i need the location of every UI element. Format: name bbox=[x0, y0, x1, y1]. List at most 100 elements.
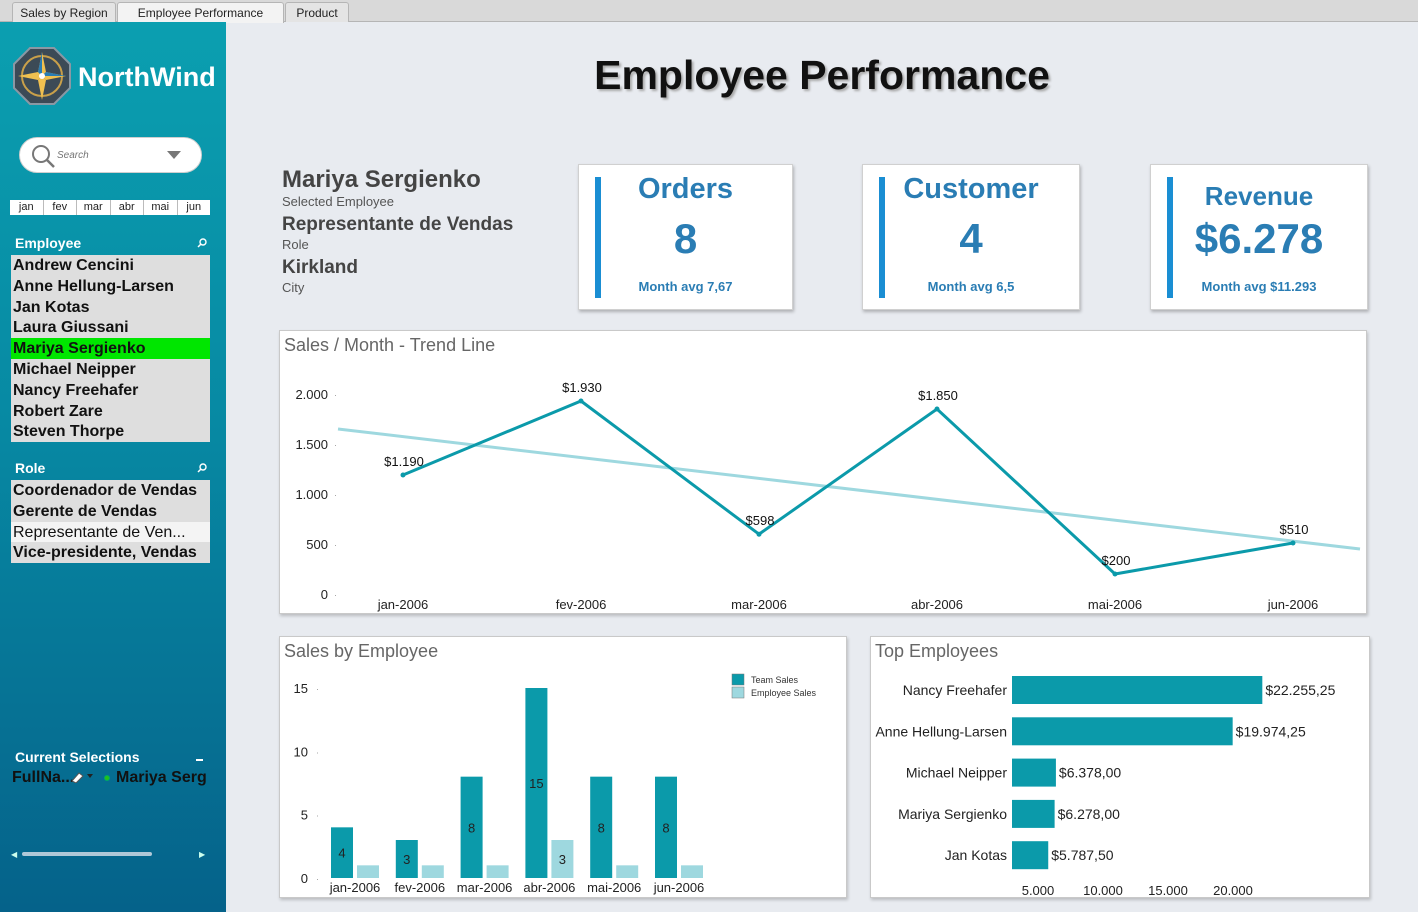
search-icon bbox=[32, 145, 55, 168]
kpi-label: Customer bbox=[903, 173, 1039, 205]
role-list-item-selected[interactable]: Representante de Ven... bbox=[11, 521, 210, 543]
employee-name-caption: Selected Employee bbox=[282, 194, 395, 209]
x-tick-label: fev-2006 bbox=[556, 597, 607, 612]
search-input[interactable] bbox=[57, 147, 157, 163]
employee-bar bbox=[1012, 758, 1056, 787]
kpi-label: Revenue bbox=[1204, 181, 1314, 211]
month-item[interactable]: jan bbox=[18, 201, 34, 213]
kpi-accent-bar bbox=[595, 177, 601, 298]
employee-sales-bar bbox=[616, 865, 639, 878]
trend-chart-title: Sales / Month - Trend Line bbox=[284, 335, 496, 355]
month-item[interactable]: mai bbox=[143, 200, 177, 215]
data-point bbox=[1112, 571, 1118, 577]
compass-logo-icon bbox=[13, 47, 71, 105]
x-tick-label: mar-2006 bbox=[457, 880, 513, 895]
employee-bar bbox=[1012, 717, 1233, 746]
kpi-accent-bar bbox=[1167, 177, 1173, 298]
legend-label: Employee Sales bbox=[751, 688, 817, 698]
x-tick-label: jan-2006 bbox=[377, 597, 429, 612]
tab-sales-by-region[interactable]: Sales by Region bbox=[12, 2, 116, 22]
bar-value-label: 3 bbox=[403, 852, 410, 867]
page-title: Employee Performance bbox=[594, 52, 1050, 98]
kpi-accent-bar bbox=[879, 177, 885, 298]
minimize-icon[interactable] bbox=[196, 759, 203, 761]
bar-value-label: 8 bbox=[468, 820, 475, 835]
employee-list-item[interactable]: Jan Kotas bbox=[13, 298, 90, 316]
y-tick-label: 0 bbox=[301, 871, 308, 886]
scroll-right-icon[interactable]: ▶ bbox=[199, 850, 206, 859]
scroll-left-icon[interactable]: ◀ bbox=[11, 850, 18, 859]
month-item[interactable]: mar bbox=[76, 200, 110, 215]
y-tick-mark: · bbox=[316, 811, 319, 821]
tab-employee-performance[interactable]: Employee Performance bbox=[117, 2, 284, 23]
data-point bbox=[400, 472, 406, 478]
employee-list-item[interactable]: Anne Hellung-Larsen bbox=[13, 277, 174, 295]
kpi-value: $6.278 bbox=[1194, 215, 1324, 262]
employee-name-label: Mariya Sergienko bbox=[898, 806, 1007, 822]
role-list-item[interactable]: Vice-presidente, Vendas bbox=[13, 544, 197, 562]
tab-product[interactable]: Product bbox=[285, 2, 349, 22]
legend-label: Team Sales bbox=[751, 675, 799, 685]
kpi-revenue-card: Revenue $6.278 Month avg $11.293 bbox=[1150, 164, 1368, 310]
employee-list-item[interactable]: Andrew Cencini bbox=[13, 257, 134, 274]
kpi-average: Month avg 7,67 bbox=[638, 279, 733, 294]
data-label: $1.190 bbox=[384, 454, 424, 469]
employee-name-label: Jan Kotas bbox=[945, 847, 1007, 863]
bar-value-label: 3 bbox=[559, 852, 566, 867]
bar-value-label: 4 bbox=[338, 846, 345, 861]
bar-value-label: $6.278,00 bbox=[1058, 806, 1120, 822]
employee-list-item[interactable]: Robert Zare bbox=[13, 402, 103, 420]
employee-role-caption: Role bbox=[282, 237, 309, 252]
employee-list-item-selected[interactable]: Mariya Sergienko bbox=[11, 338, 210, 359]
employee-sales-bar bbox=[357, 865, 379, 878]
team-sales-bar bbox=[590, 776, 613, 878]
bar-value-label: $19.974,25 bbox=[1236, 723, 1306, 739]
employee-name: Mariya Sergienko bbox=[282, 166, 481, 193]
month-item[interactable]: abr bbox=[109, 200, 144, 215]
x-tick-label: mai-2006 bbox=[1088, 597, 1142, 612]
employee-list-item[interactable]: Steven Thorpe bbox=[13, 423, 125, 441]
data-point bbox=[756, 531, 762, 537]
y-tick-label: 5 bbox=[301, 808, 308, 823]
x-tick-label: jan-2006 bbox=[329, 880, 381, 895]
employee-name-label: Anne Hellung-Larsen bbox=[875, 723, 1007, 739]
y-tick-label: 15 bbox=[294, 681, 308, 696]
team-sales-bar bbox=[395, 840, 418, 878]
x-tick-label: jun-2006 bbox=[1267, 597, 1319, 612]
y-tick-label: 10 bbox=[294, 744, 308, 759]
trend-line bbox=[337, 427, 1361, 551]
search-box[interactable] bbox=[19, 137, 202, 173]
employee-bar bbox=[1012, 676, 1263, 704]
data-point bbox=[1290, 540, 1296, 546]
bar-value-label: 8 bbox=[598, 820, 605, 835]
y-tick-label: 1.500 bbox=[295, 437, 328, 452]
data-label: $510 bbox=[1280, 522, 1309, 537]
y-tick-mark: · bbox=[316, 874, 319, 884]
sales-by-employee-title: Sales by Employee bbox=[284, 641, 439, 661]
month-filter: jan fev mar abr mai jun bbox=[10, 200, 210, 215]
employee-list-item[interactable]: Nancy Freehafer bbox=[13, 381, 139, 399]
role-list-item[interactable]: Gerente de Vendas bbox=[13, 502, 158, 520]
y-tick-mark: · bbox=[334, 540, 337, 550]
employee-list-item[interactable]: Michael Neipper bbox=[13, 360, 136, 378]
chevron-down-icon[interactable] bbox=[167, 151, 181, 159]
search-icon[interactable] bbox=[197, 238, 207, 248]
employee-city: Kirkland bbox=[282, 257, 359, 278]
bar-value-label: $22.255,25 bbox=[1265, 682, 1335, 698]
horizontal-scrollbar[interactable] bbox=[22, 852, 152, 856]
trend-chart-panel: Sales / Month - Trend Line 0 · 500 · 1.000 · 1… bbox=[279, 330, 1367, 614]
kpi-label: Orders bbox=[637, 173, 734, 205]
employee-section-title: Employee bbox=[15, 235, 82, 251]
data-label: $200 bbox=[1102, 553, 1131, 568]
y-tick-label: 0 bbox=[321, 587, 328, 602]
month-item[interactable]: fev bbox=[42, 200, 77, 215]
employee-bar bbox=[1012, 841, 1049, 870]
month-item[interactable]: jun bbox=[176, 200, 211, 215]
x-tick-label: abr-2006 bbox=[911, 597, 963, 612]
x-tick-label: 20.000 bbox=[1213, 883, 1253, 897]
eraser-icon[interactable] bbox=[70, 771, 94, 783]
sales-by-employee-chart: 0 · 5 · 10 · 15 · 4 jan-2006 3 fev-2006 8 mar-2006 15 3… bbox=[294, 673, 817, 895]
search-icon[interactable] bbox=[197, 463, 207, 473]
role-list-item[interactable]: Coordenador de Vendas bbox=[13, 482, 198, 499]
employee-list-item[interactable]: Laura Giussani bbox=[13, 319, 129, 337]
